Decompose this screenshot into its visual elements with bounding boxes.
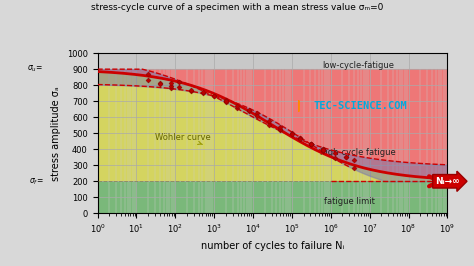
Point xyxy=(319,148,327,152)
Point xyxy=(156,82,164,86)
Point xyxy=(175,80,183,84)
Text: fatigue limit: fatigue limit xyxy=(324,197,375,206)
Point xyxy=(222,100,229,105)
Point xyxy=(296,136,303,140)
Text: $\sigma_f$=: $\sigma_f$= xyxy=(29,176,43,186)
Point xyxy=(253,111,261,116)
Point xyxy=(222,98,229,102)
Point xyxy=(343,155,350,160)
Text: low-cycle-fatigue: low-cycle-fatigue xyxy=(322,61,394,70)
Point xyxy=(199,91,206,95)
Point xyxy=(265,118,273,123)
Point xyxy=(350,158,358,162)
Point xyxy=(168,81,175,85)
Point xyxy=(168,84,175,88)
Point xyxy=(156,81,164,85)
Y-axis label: stress amplitude σₐ: stress amplitude σₐ xyxy=(51,86,61,181)
Point xyxy=(319,149,327,153)
Point xyxy=(296,136,303,140)
Point xyxy=(199,90,206,94)
Text: TEC-SCIENCE.COM: TEC-SCIENCE.COM xyxy=(313,101,407,111)
Text: high-cycle fatigue: high-cycle fatigue xyxy=(320,148,396,157)
Text: Nᵢ→∞: Nᵢ→∞ xyxy=(435,177,460,186)
Point xyxy=(246,107,253,112)
Point xyxy=(210,94,218,98)
Point xyxy=(276,128,284,132)
Point xyxy=(253,113,261,118)
Point xyxy=(319,147,327,151)
Point xyxy=(331,151,338,155)
Point xyxy=(265,123,273,127)
Point xyxy=(187,89,195,93)
Point xyxy=(308,142,315,147)
Point xyxy=(308,142,315,146)
Point xyxy=(187,88,195,92)
Point xyxy=(168,86,175,90)
Point xyxy=(234,106,241,110)
Point xyxy=(234,104,241,108)
Point xyxy=(175,85,183,89)
Point xyxy=(350,166,358,171)
Point xyxy=(276,127,284,132)
Point xyxy=(276,125,284,129)
Point xyxy=(296,137,303,141)
Point xyxy=(319,147,327,151)
Point xyxy=(144,77,152,82)
X-axis label: number of cycles to failure Nᵢ: number of cycles to failure Nᵢ xyxy=(201,241,344,251)
Point xyxy=(343,155,350,159)
Point xyxy=(288,131,296,135)
Text: Wöhler curve: Wöhler curve xyxy=(155,133,211,144)
Point xyxy=(222,99,229,103)
Point xyxy=(246,109,253,113)
Text: $\sigma_u$=: $\sigma_u$= xyxy=(27,64,43,74)
Point xyxy=(144,72,152,76)
Point xyxy=(308,142,315,147)
Point xyxy=(288,132,296,136)
Point xyxy=(210,94,218,98)
Text: stress-cycle curve of a specimen with a mean stress value σₘ=0: stress-cycle curve of a specimen with a … xyxy=(91,3,383,12)
Point xyxy=(308,142,315,146)
Point xyxy=(331,156,338,160)
